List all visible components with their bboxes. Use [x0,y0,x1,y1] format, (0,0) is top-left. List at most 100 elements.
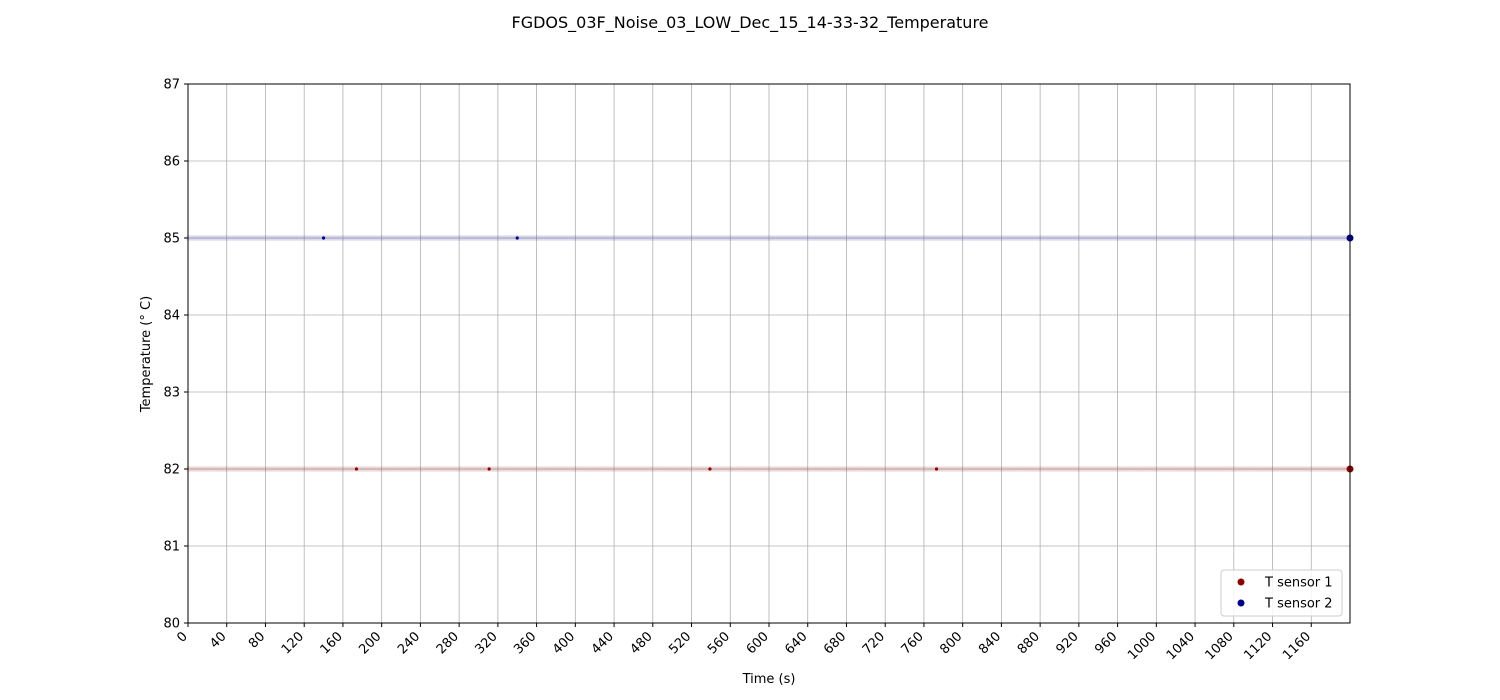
data-point [204,466,211,472]
data-point [775,235,782,241]
data-point [1126,235,1133,241]
data-point [192,235,199,241]
data-point [603,235,610,241]
data-point [1325,466,1332,472]
data-point [889,235,896,241]
data-point [676,235,683,241]
data-point [556,466,563,472]
data-point [196,235,203,241]
data-point [1296,235,1303,241]
data-point [882,235,889,241]
data-point [913,235,920,241]
data-point [1137,235,1144,241]
data-point [243,235,250,241]
data-point [347,235,354,241]
data-point [1075,466,1082,472]
data-point [1228,466,1235,472]
data-point [452,235,459,241]
data-point [434,466,441,472]
data-point [217,235,224,241]
y-tick-label: 83 [163,386,180,401]
data-point [607,466,614,472]
data-point [560,466,567,472]
data-point [580,466,587,472]
data-point [1054,466,1061,472]
data-point-highlight [934,467,939,471]
data-point [1029,466,1036,472]
data-point [735,235,742,241]
data-point [1120,235,1127,241]
data-point [1118,235,1125,241]
y-axis-ticks: 80 81 82 83 84 85 86 87 [163,78,188,632]
data-point [870,466,877,472]
data-point [1310,466,1317,472]
data-point [791,235,798,241]
data-point [704,235,711,241]
data-point [982,466,989,472]
data-point [1046,466,1053,472]
data-point [1317,466,1324,472]
data-point [816,466,823,472]
data-point [332,466,339,472]
data-point [303,466,310,472]
data-point [1190,235,1197,241]
data-point [204,235,211,241]
data-point [1182,466,1189,472]
data-point [1070,235,1077,241]
data-point [1064,466,1071,472]
data-point [657,466,664,472]
data-point [1335,235,1342,241]
data-point [440,235,447,241]
data-point [552,466,559,472]
data-point [448,235,455,241]
data-point [614,235,621,241]
data-point [1164,466,1171,472]
data-point [452,466,459,472]
data-point [1186,235,1193,241]
data-point [316,235,323,241]
data-point [266,235,273,241]
data-point [487,235,494,241]
data-point [963,466,970,472]
data-point [1064,235,1071,241]
data-point [831,235,838,241]
data-point [1151,466,1158,472]
data-point [878,235,885,241]
data-point [1110,235,1117,241]
data-point [589,235,596,241]
data-point [949,235,956,241]
data-point [721,466,728,472]
data-point [246,235,253,241]
data-point [888,466,895,472]
data-point [1031,235,1038,241]
data-point [684,235,691,241]
data-point [630,235,637,241]
data-point [994,466,1001,472]
data-point [785,235,792,241]
x-tick-label: 880 [1015,629,1043,657]
data-point [818,466,825,472]
data-point [1207,466,1214,472]
data-point [872,466,879,472]
data-point [731,466,738,472]
data-point [241,466,248,472]
data-point [1116,235,1123,241]
data-point [599,235,606,241]
data-point [661,466,668,472]
data-point [506,235,513,241]
data-point [969,235,976,241]
data-point [463,235,470,241]
data-point [527,466,534,472]
data-point [1316,235,1323,241]
data-point [456,235,463,241]
data-point [990,466,997,472]
data-point [1219,466,1226,472]
data-point [1265,235,1272,241]
data-point [1213,235,1220,241]
data-point [1226,235,1233,241]
data-point [1004,466,1011,472]
data-point [564,235,571,241]
data-point [417,466,424,472]
data-point [746,466,753,472]
data-point [1327,235,1334,241]
